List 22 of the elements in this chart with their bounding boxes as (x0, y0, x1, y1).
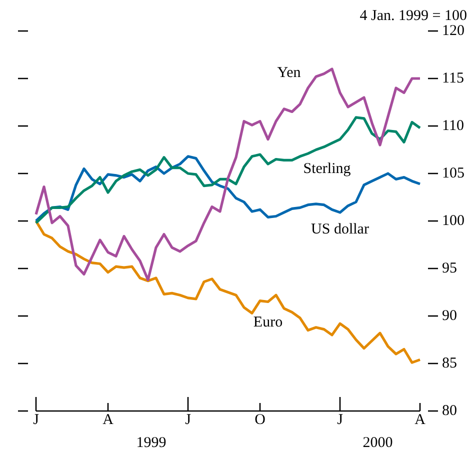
y-tick-label: 95 (442, 260, 457, 276)
x-tick-label: O (254, 412, 266, 428)
series-label: Sterling (303, 160, 352, 177)
y-tick-label: 80 (442, 402, 457, 419)
series-label: Yen (277, 64, 302, 81)
y-tick-label: 120 (442, 22, 464, 39)
x-tick-label: A (102, 412, 114, 428)
y-tick-label: 90 (442, 308, 457, 324)
text: 2000 (362, 434, 393, 451)
y-tick-label: 110 (442, 118, 464, 134)
y-axis-title: 4 Jan. 1999 = 100 (360, 8, 467, 24)
y-tick-label: 85 (442, 355, 457, 372)
y-tick-label: 115 (442, 70, 464, 86)
x-tick-label: A (414, 412, 426, 428)
x-tick-label: J (185, 412, 192, 428)
series-label: US dollar (311, 221, 369, 238)
series-label: Euro (253, 314, 283, 331)
x-tick-label: J (337, 412, 344, 428)
y-tick-label: 105 (442, 165, 464, 182)
x-tick-label: J (33, 412, 40, 428)
text: 1999 (136, 434, 166, 451)
y-tick-label: 100 (442, 212, 464, 229)
